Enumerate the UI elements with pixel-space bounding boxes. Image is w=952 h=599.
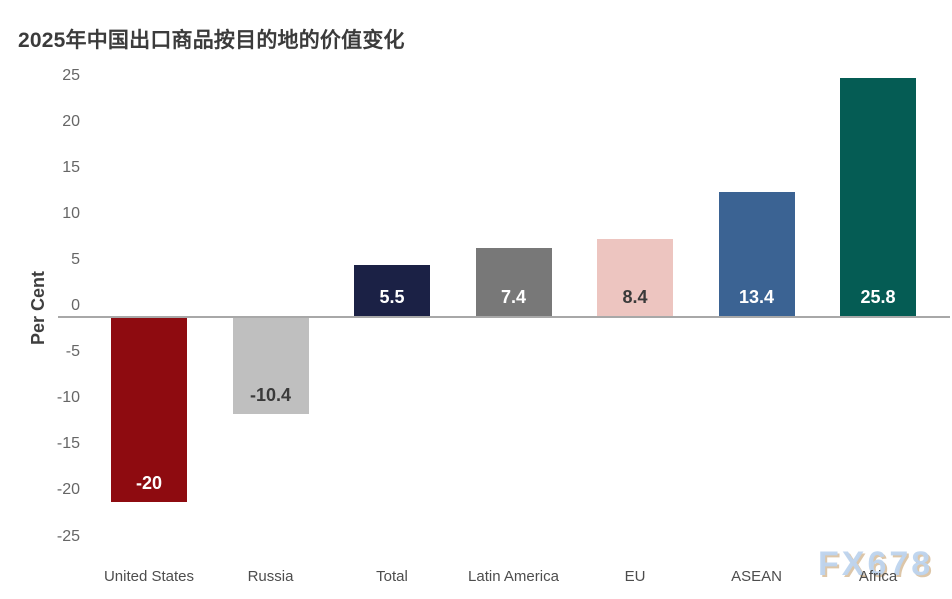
y-tick-label: -25 [56,527,80,545]
bar-latin-america: 7.4 [475,247,552,316]
x-label-total: Total [376,568,408,585]
bar-asean: 13.4 [718,192,795,316]
y-tick-label: -15 [56,435,80,453]
zero-axis-line [58,316,950,318]
x-label-eu: EU [624,568,646,585]
y-tick-label: 25 [62,66,80,84]
y-tick-label: 20 [62,112,80,130]
bar-value-label: 13.4 [738,286,775,307]
bar-total: 5.5 [354,265,430,316]
y-tick-label: -20 [56,481,80,499]
bar-value-label: -20 [135,473,162,494]
x-label-united-states: United States [103,568,195,585]
x-label-asean: ASEAN [731,568,782,585]
bar-value-label: -10.4 [249,384,292,405]
x-label-africa: Africa [858,568,898,585]
bar-united-states: -20 [111,318,187,503]
chart-title: 2025年中国出口商品按目的地的价值变化 [18,29,405,52]
bar-russia: -10.4 [232,318,309,414]
x-label-latin-america: Latin America [468,568,559,585]
bar-value-label: 5.5 [379,286,405,307]
x-label-russia: Russia [247,568,294,585]
y-tick-label: -5 [65,343,80,361]
y-tick-label: -10 [56,389,80,407]
bar-africa: 25.8 [840,78,916,316]
y-tick-label: 15 [62,158,80,176]
watermark: FX678 [818,545,934,583]
bar-eu: 8.4 [597,238,673,316]
bar-value-label: 8.4 [622,286,648,307]
y-tick-label: 0 [71,297,80,314]
bar-value-label: 25.8 [860,286,896,307]
y-tick-label: 5 [71,250,80,268]
bar-value-label: 7.4 [500,286,527,307]
y-tick-label: 10 [62,204,80,222]
